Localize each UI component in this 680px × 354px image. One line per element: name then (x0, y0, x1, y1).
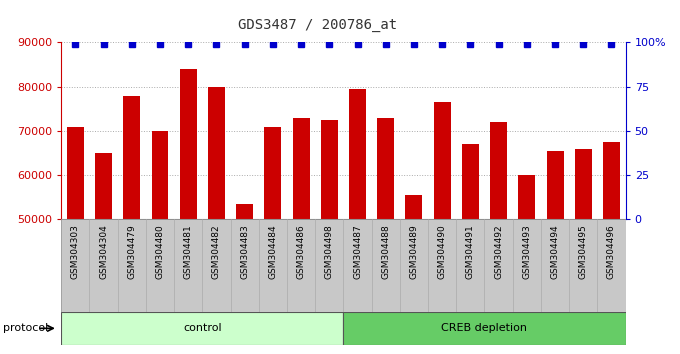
Bar (67, 127, 84, 354)
Bar (547, 151, 564, 354)
Bar (292, 118, 309, 354)
Text: GSM304479: GSM304479 (127, 224, 136, 279)
Bar (265, 127, 282, 354)
Text: GSM304303: GSM304303 (71, 224, 80, 279)
Text: GSM304490: GSM304490 (438, 224, 447, 279)
Text: GSM304487: GSM304487 (353, 224, 362, 279)
Text: GSM304488: GSM304488 (381, 224, 390, 279)
Bar (575, 149, 592, 354)
Text: GSM304484: GSM304484 (269, 224, 277, 279)
Text: GSM304498: GSM304498 (325, 224, 334, 279)
Bar (462, 144, 479, 354)
Text: CREB depletion: CREB depletion (441, 323, 528, 333)
Text: GSM304483: GSM304483 (240, 224, 249, 279)
Text: control: control (183, 323, 222, 333)
Bar (152, 131, 169, 354)
Text: GDS3487 / 200786_at: GDS3487 / 200786_at (238, 18, 397, 32)
Text: GSM304491: GSM304491 (466, 224, 475, 279)
Bar (236, 204, 253, 354)
Text: GSM304493: GSM304493 (522, 224, 531, 279)
Bar (490, 122, 507, 354)
FancyBboxPatch shape (61, 312, 343, 345)
Bar (95, 153, 112, 354)
Bar (377, 118, 394, 354)
Text: protocol: protocol (3, 323, 49, 333)
FancyBboxPatch shape (61, 219, 626, 312)
Bar (405, 195, 422, 354)
Bar (434, 102, 451, 354)
Bar (180, 69, 197, 354)
FancyBboxPatch shape (343, 312, 626, 345)
Text: GSM304480: GSM304480 (156, 224, 165, 279)
Bar (123, 96, 140, 354)
Text: GSM304495: GSM304495 (579, 224, 588, 279)
Bar (518, 175, 535, 354)
Text: GSM304496: GSM304496 (607, 224, 616, 279)
Text: GSM304481: GSM304481 (184, 224, 192, 279)
Bar (349, 89, 366, 354)
Text: GSM304494: GSM304494 (551, 224, 560, 279)
Text: GSM304492: GSM304492 (494, 224, 503, 279)
Text: GSM304489: GSM304489 (409, 224, 418, 279)
Bar (321, 120, 338, 354)
Bar (603, 142, 620, 354)
Text: GSM304482: GSM304482 (212, 224, 221, 279)
Text: GSM304304: GSM304304 (99, 224, 108, 279)
Text: GSM304486: GSM304486 (296, 224, 305, 279)
Bar (208, 87, 225, 354)
